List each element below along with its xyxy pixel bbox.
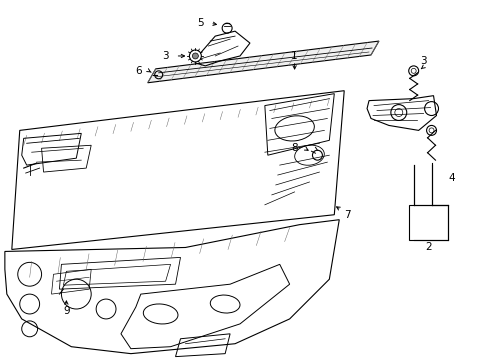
Circle shape <box>189 50 201 62</box>
Text: 9: 9 <box>63 306 70 316</box>
Text: 5: 5 <box>197 18 203 28</box>
Text: 4: 4 <box>447 173 454 183</box>
Text: 3: 3 <box>419 56 426 66</box>
Polygon shape <box>147 41 378 83</box>
Text: 3: 3 <box>162 51 168 61</box>
Circle shape <box>192 53 198 59</box>
Text: 1: 1 <box>291 51 297 61</box>
Text: 2: 2 <box>425 243 431 252</box>
Text: 8: 8 <box>291 143 297 153</box>
Text: 7: 7 <box>343 210 350 220</box>
Polygon shape <box>12 91 344 249</box>
Text: 6: 6 <box>135 66 142 76</box>
Polygon shape <box>5 220 339 354</box>
